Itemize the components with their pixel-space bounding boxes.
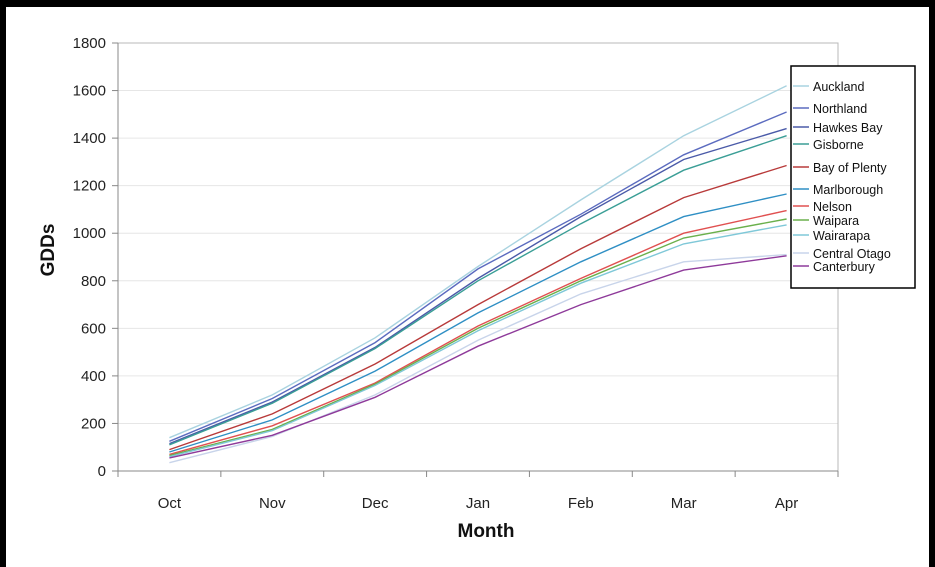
legend-label: Central Otago	[813, 247, 891, 261]
series-line-bay-of-plenty	[169, 164, 787, 451]
y-tick-label: 200	[81, 415, 106, 432]
series-line-wairarapa	[169, 224, 787, 458]
x-tick-label: Feb	[568, 495, 594, 512]
series-line-nelson	[169, 209, 787, 456]
legend-label: Hawkes Bay	[813, 121, 883, 135]
y-tick-label: 0	[98, 463, 106, 480]
x-tick-label: Nov	[259, 495, 286, 512]
x-axis-title: Month	[458, 521, 515, 542]
y-axis-ticks: 0 200 400 600 800 1000 1200 1400 1600 1800	[73, 35, 118, 480]
legend-label: Wairarapa	[813, 229, 870, 243]
series-line-canterbury	[169, 255, 787, 459]
series-line-hawkes-bay	[169, 127, 787, 445]
y-axis-title: GDDs	[38, 224, 59, 277]
series-line-auckland	[169, 85, 787, 439]
x-tick-label: Dec	[362, 495, 389, 512]
legend-label: Bay of Plenty	[813, 161, 887, 175]
y-tick-label: 1800	[73, 35, 106, 52]
series-line-gisborne	[169, 135, 787, 446]
series-line-central-otago	[169, 253, 787, 464]
y-tick-label: 1600	[73, 83, 106, 100]
y-tick-label: 800	[81, 273, 106, 290]
series-line-waipara	[169, 218, 787, 457]
y-tick-label: 400	[81, 368, 106, 385]
x-axis-ticks: Oct Nov Dec Jan Feb Mar Apr	[117, 471, 839, 512]
plot-area	[117, 42, 839, 472]
legend: Auckland Northland Hawkes Bay Gisborne Bay o…	[790, 65, 916, 289]
legend-label: Auckland	[813, 80, 864, 94]
series-line-northland	[169, 111, 787, 442]
x-tick-label: Oct	[158, 495, 182, 512]
series-line-marlborough	[169, 193, 787, 453]
grid-lines	[118, 42, 838, 424]
legend-label: Northland	[813, 102, 867, 116]
x-tick-label: Jan	[466, 495, 490, 512]
axes	[117, 42, 839, 472]
x-tick-label: Apr	[775, 495, 798, 512]
y-tick-label: 600	[81, 320, 106, 337]
series-lines	[169, 85, 787, 464]
legend-box	[790, 65, 916, 289]
legend-label: Marlborough	[813, 183, 883, 197]
legend-label: Canterbury	[813, 260, 876, 274]
y-tick-label: 1000	[73, 225, 106, 242]
y-tick-label: 1200	[73, 178, 106, 195]
legend-label: Waipara	[813, 214, 859, 228]
legend-label: Nelson	[813, 200, 852, 214]
x-tick-label: Mar	[671, 495, 697, 512]
y-tick-label: 1400	[73, 130, 106, 147]
legend-label: Gisborne	[813, 138, 864, 152]
